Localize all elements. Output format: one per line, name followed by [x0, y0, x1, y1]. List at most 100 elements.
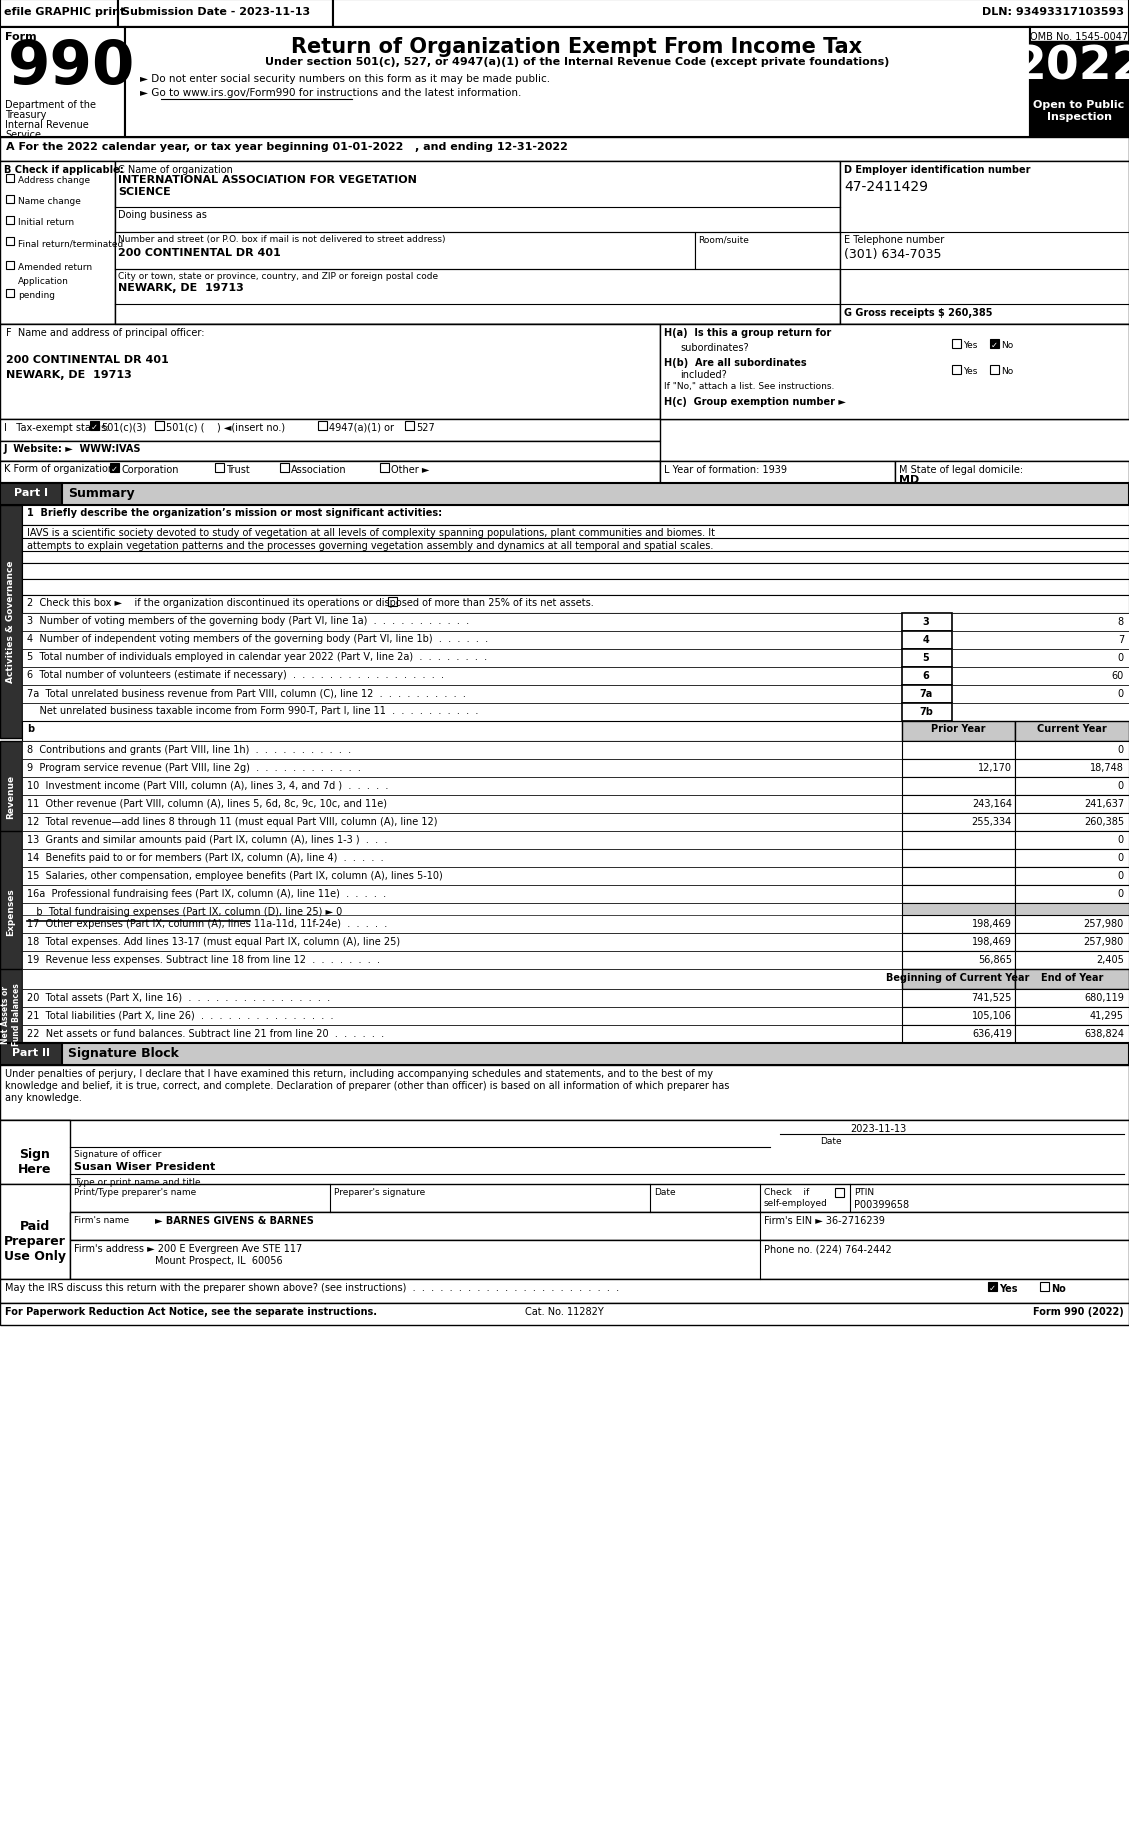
- Bar: [215, 463, 224, 472]
- Bar: [125, 27, 1030, 137]
- Text: D Employer identification number: D Employer identification number: [844, 165, 1031, 176]
- Text: 47-2411429: 47-2411429: [844, 179, 928, 194]
- Text: any knowledge.: any knowledge.: [5, 1093, 82, 1102]
- Bar: [21, 970, 902, 990]
- Text: 9  Program service revenue (Part VIII, line 2g)  .  .  .  .  .  .  .  .  .  .  .: 9 Program service revenue (Part VIII, li…: [27, 763, 361, 772]
- Bar: [695, 232, 840, 269]
- Text: subordinates?: subordinates?: [680, 342, 749, 353]
- Bar: [21, 564, 1129, 580]
- Bar: [1015, 778, 1129, 796]
- Text: P00399658: P00399658: [854, 1199, 909, 1210]
- Bar: [1030, 27, 1129, 137]
- Text: Doing business as: Doing business as: [119, 210, 207, 220]
- Bar: [21, 650, 902, 668]
- Bar: [119, 0, 333, 27]
- Bar: [6, 218, 14, 225]
- Text: b: b: [27, 723, 34, 734]
- Text: Yes: Yes: [963, 366, 978, 375]
- Bar: [902, 886, 1015, 904]
- Text: included?: included?: [680, 370, 727, 381]
- Text: 6: 6: [922, 670, 929, 681]
- Bar: [1015, 904, 1129, 922]
- Bar: [0, 0, 119, 27]
- Text: Current Year: Current Year: [1038, 723, 1106, 734]
- Bar: [6, 196, 14, 203]
- Text: Susan Wiser President: Susan Wiser President: [75, 1162, 216, 1171]
- Bar: [952, 366, 961, 375]
- Bar: [21, 778, 902, 796]
- Text: A For the 2022 calendar year, or tax year beginning 01-01-2022   , and ending 12: A For the 2022 calendar year, or tax yea…: [6, 143, 568, 152]
- Text: Form 990 (2022): Form 990 (2022): [1033, 1307, 1124, 1316]
- Bar: [1015, 741, 1129, 759]
- Bar: [0, 324, 1129, 419]
- Text: Corporation: Corporation: [121, 465, 178, 474]
- Text: Initial return: Initial return: [18, 218, 75, 227]
- Bar: [1030, 95, 1129, 137]
- Text: 13  Grants and similar amounts paid (Part IX, column (A), lines 1-3 )  .  .  .: 13 Grants and similar amounts paid (Part…: [27, 834, 387, 844]
- Text: knowledge and belief, it is true, correct, and complete. Declaration of preparer: knowledge and belief, it is true, correc…: [5, 1080, 729, 1091]
- Bar: [21, 1008, 902, 1025]
- Text: 18,748: 18,748: [1091, 763, 1124, 772]
- Bar: [0, 505, 21, 739]
- Text: Department of the: Department of the: [5, 101, 96, 110]
- Text: 5: 5: [922, 653, 929, 662]
- Bar: [660, 461, 895, 483]
- Bar: [21, 505, 1129, 525]
- Bar: [21, 831, 902, 849]
- Text: 22  Net assets or fund balances. Subtract line 21 from line 20  .  .  .  .  .  .: 22 Net assets or fund balances. Subtract…: [27, 1028, 384, 1038]
- Text: Address change: Address change: [18, 176, 90, 185]
- Bar: [1015, 915, 1129, 933]
- Bar: [0, 461, 660, 483]
- Text: Form: Form: [5, 31, 36, 42]
- Bar: [1040, 1283, 1049, 1292]
- Text: Sign
Here: Sign Here: [18, 1147, 52, 1175]
- Bar: [952, 631, 1129, 650]
- Text: F  Name and address of principal officer:: F Name and address of principal officer:: [6, 328, 204, 339]
- Text: Trust: Trust: [226, 465, 250, 474]
- Bar: [0, 161, 115, 324]
- Text: 5  Total number of individuals employed in calendar year 2022 (Part V, line 2a) : 5 Total number of individuals employed i…: [27, 651, 487, 662]
- Bar: [902, 849, 1015, 867]
- Text: Under section 501(c), 527, or 4947(a)(1) of the Internal Revenue Code (except pr: Under section 501(c), 527, or 4947(a)(1)…: [265, 57, 890, 68]
- Bar: [0, 441, 660, 461]
- Bar: [1015, 814, 1129, 831]
- Text: 2,405: 2,405: [1096, 955, 1124, 964]
- Bar: [280, 463, 289, 472]
- Bar: [835, 1188, 844, 1197]
- Bar: [21, 686, 902, 703]
- Text: City or town, state or province, country, and ZIP or foreign postal code: City or town, state or province, country…: [119, 273, 438, 280]
- Text: 15  Salaries, other compensation, employee benefits (Part IX, column (A), lines : 15 Salaries, other compensation, employe…: [27, 871, 443, 880]
- Bar: [952, 340, 961, 350]
- Bar: [902, 933, 1015, 952]
- Text: ► BARNES GIVENS & BARNES: ► BARNES GIVENS & BARNES: [155, 1215, 314, 1226]
- Bar: [21, 796, 902, 814]
- Bar: [1015, 849, 1129, 867]
- Bar: [21, 668, 902, 686]
- Bar: [1015, 759, 1129, 778]
- Bar: [21, 1025, 902, 1043]
- Bar: [0, 1120, 1129, 1206]
- Text: End of Year: End of Year: [1041, 972, 1103, 983]
- Text: 741,525: 741,525: [972, 992, 1012, 1003]
- Bar: [902, 796, 1015, 814]
- Text: SCIENCE: SCIENCE: [119, 187, 170, 198]
- Text: G Gross receipts $ 260,385: G Gross receipts $ 260,385: [844, 307, 992, 318]
- Bar: [0, 137, 1129, 161]
- Bar: [0, 461, 1129, 483]
- Text: 12  Total revenue—add lines 8 through 11 (must equal Part VIII, column (A), line: 12 Total revenue—add lines 8 through 11 …: [27, 816, 438, 827]
- Text: 0: 0: [1118, 871, 1124, 880]
- Bar: [952, 668, 1129, 686]
- Bar: [952, 613, 1129, 631]
- Text: Type or print name and title: Type or print name and title: [75, 1177, 201, 1186]
- Bar: [902, 686, 952, 703]
- Text: Signature Block: Signature Block: [68, 1047, 178, 1060]
- Bar: [110, 463, 119, 472]
- Text: Other ►: Other ►: [391, 465, 429, 474]
- Bar: [21, 613, 902, 631]
- Text: Yes: Yes: [999, 1283, 1017, 1294]
- Text: May the IRS discuss this return with the preparer shown above? (see instructions: May the IRS discuss this return with the…: [5, 1283, 619, 1292]
- Bar: [1015, 933, 1129, 952]
- Text: Prior Year: Prior Year: [930, 723, 986, 734]
- Text: Check    if: Check if: [764, 1188, 809, 1197]
- Text: Association: Association: [291, 465, 347, 474]
